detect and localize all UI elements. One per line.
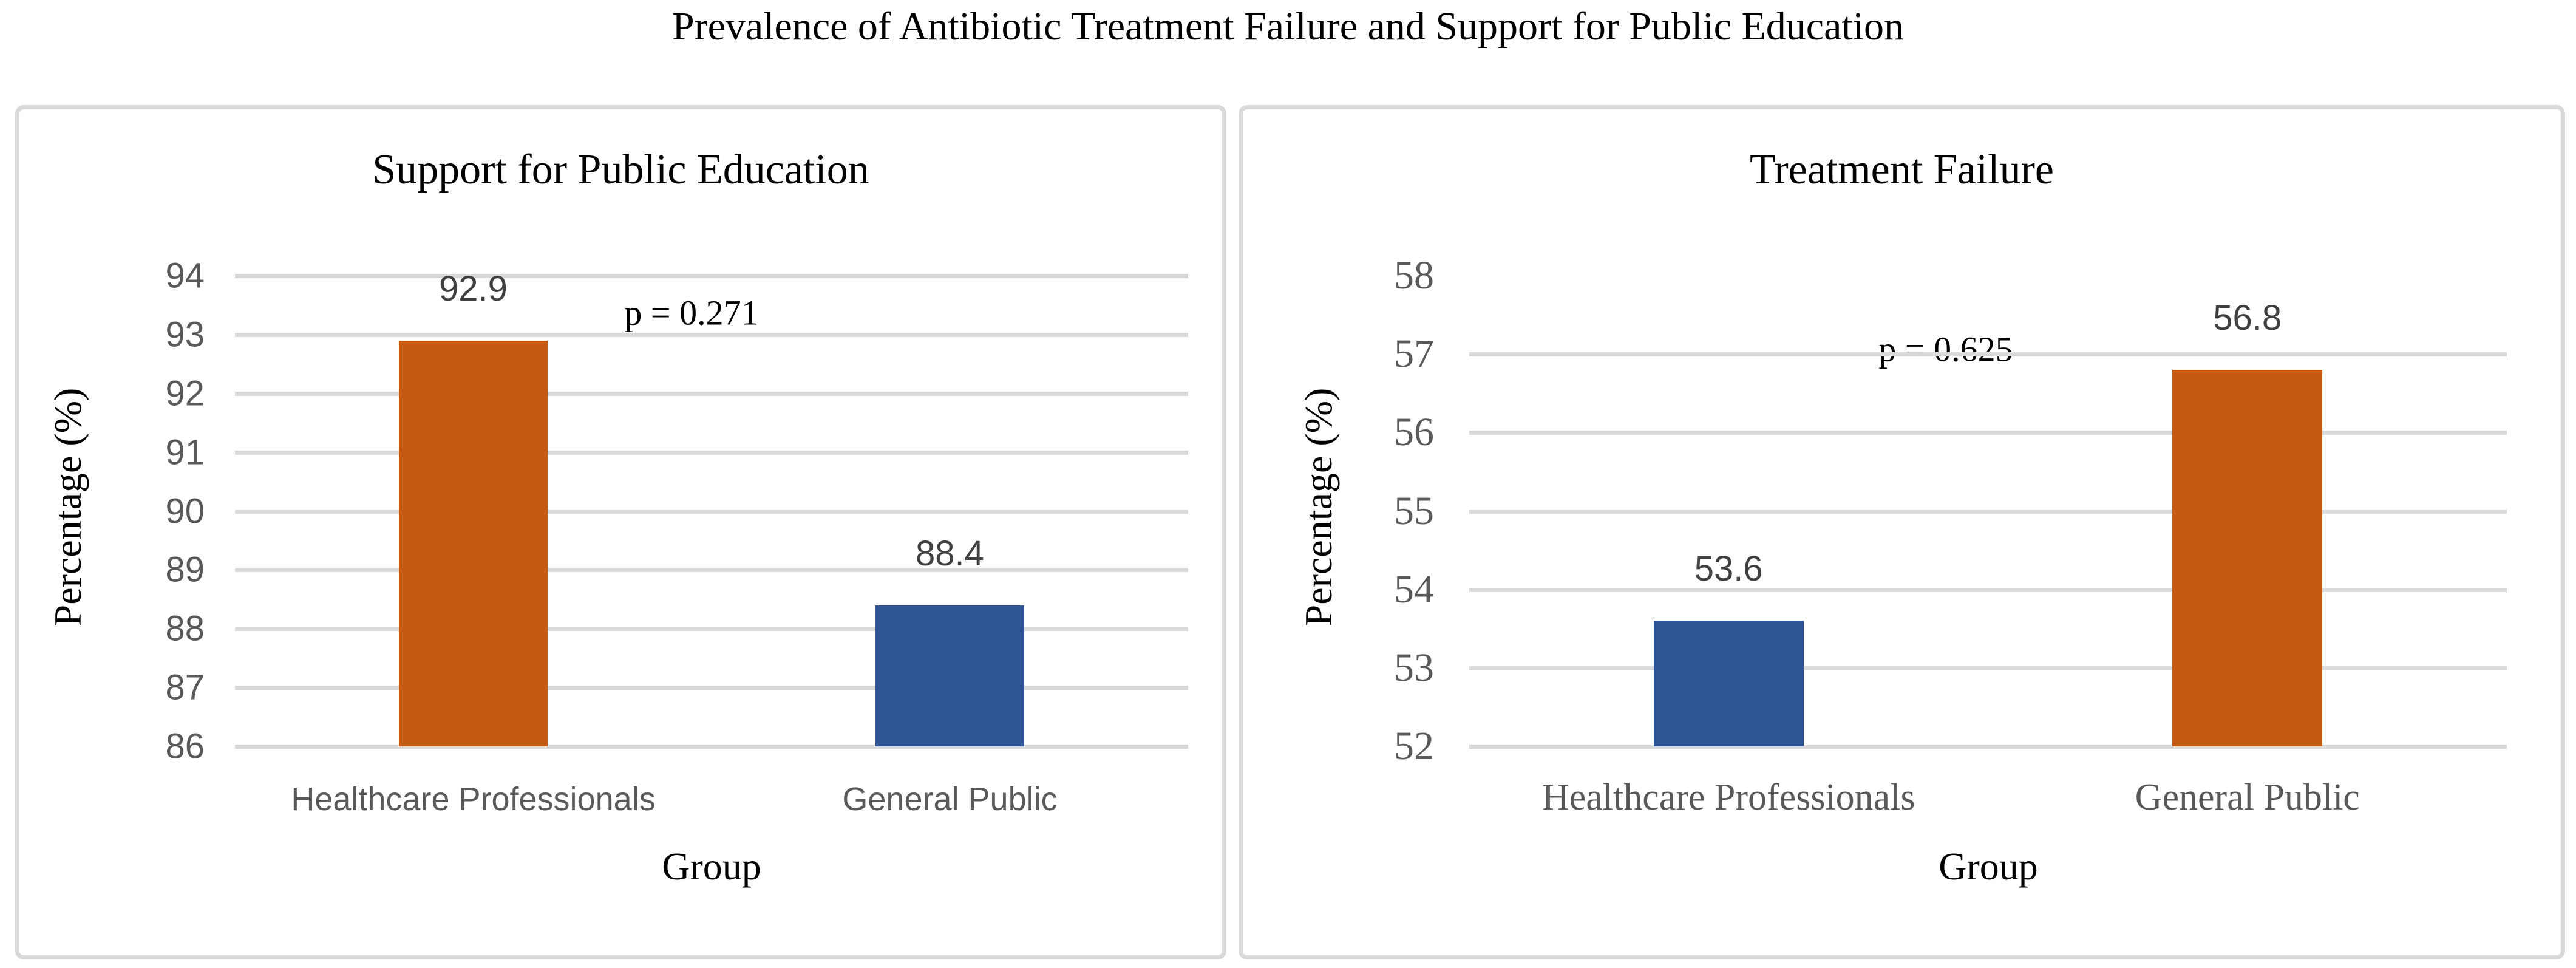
gridline bbox=[235, 391, 1188, 396]
y-tick-label: 52 bbox=[1394, 724, 1434, 768]
bar-value-label: 88.4 bbox=[916, 533, 984, 573]
category-label: General Public bbox=[842, 781, 1058, 817]
category-label: General Public bbox=[2135, 777, 2360, 818]
y-tick-label: 54 bbox=[1394, 567, 1434, 612]
gridline bbox=[235, 274, 1188, 278]
y-tick-label: 94 bbox=[165, 256, 205, 296]
gridline bbox=[235, 745, 1188, 749]
y-tick-label: 93 bbox=[165, 315, 205, 355]
bar-value-label: 56.8 bbox=[2213, 298, 2282, 338]
gridline bbox=[1469, 352, 2507, 357]
x-axis-title: Group bbox=[662, 845, 761, 888]
p-value-annotation: p = 0.271 bbox=[624, 293, 759, 333]
y-tick-label: 90 bbox=[165, 491, 205, 531]
bar-value-label: 92.9 bbox=[439, 268, 508, 308]
bar bbox=[875, 605, 1024, 746]
x-axis-title: Group bbox=[1939, 845, 2038, 888]
y-tick-label: 58 bbox=[1394, 253, 1434, 298]
y-tick-label: 86 bbox=[165, 726, 205, 766]
gridline bbox=[235, 450, 1188, 455]
bar bbox=[1653, 621, 1804, 746]
figure-title: Prevalence of Antibiotic Treatment Failu… bbox=[671, 4, 1905, 49]
bar-value-label: 53.6 bbox=[1694, 549, 1763, 589]
chart-title: Support for Public Education bbox=[372, 146, 869, 193]
gridline bbox=[235, 686, 1188, 690]
y-tick-label: 92 bbox=[165, 373, 205, 414]
y-tick-label: 57 bbox=[1394, 332, 1434, 377]
y-tick-label: 89 bbox=[165, 550, 205, 590]
category-label: Healthcare Professionals bbox=[1541, 777, 1915, 818]
y-tick-label: 88 bbox=[165, 608, 205, 649]
gridline bbox=[235, 568, 1188, 573]
category-label: Healthcare Professionals bbox=[291, 781, 656, 817]
y-tick-label: 91 bbox=[165, 432, 205, 472]
y-tick-label: 53 bbox=[1394, 645, 1434, 690]
chart-title: Treatment Failure bbox=[1750, 146, 2054, 193]
bar bbox=[2172, 370, 2323, 746]
y-tick-label: 87 bbox=[165, 667, 205, 707]
chart-panel-support-education: Support for Public Education Percentage … bbox=[15, 105, 1226, 959]
gridline bbox=[1469, 431, 2507, 435]
gridline bbox=[1469, 509, 2507, 514]
gridline bbox=[235, 627, 1188, 632]
gridline bbox=[1469, 587, 2507, 592]
y-tick-label: 55 bbox=[1394, 488, 1434, 533]
gridline bbox=[1469, 745, 2507, 749]
bar bbox=[399, 340, 548, 746]
p-value-annotation: p = 0.625 bbox=[1878, 329, 2013, 369]
gridline bbox=[235, 509, 1188, 514]
gridline bbox=[1469, 666, 2507, 670]
gridline bbox=[235, 332, 1188, 337]
y-tick-label: 56 bbox=[1394, 410, 1434, 455]
chart-panel-treatment-failure: Treatment Failure Percentage (%) p = 0.6… bbox=[1239, 105, 2565, 959]
